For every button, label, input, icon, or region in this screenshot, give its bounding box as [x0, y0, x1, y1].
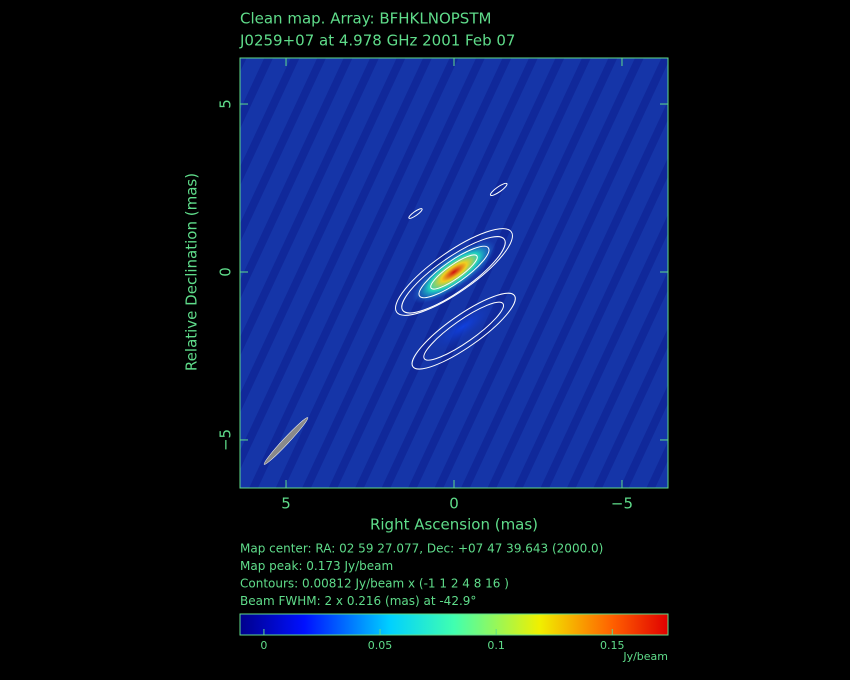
- source: [395, 182, 516, 370]
- map-note: Map center: RA: 02 59 27.077, Dec: +07 4…: [240, 542, 603, 556]
- map-image: [240, 58, 668, 488]
- x-tick-label: 5: [281, 495, 291, 513]
- colorbar-label: Jy/beam: [622, 650, 668, 663]
- y-tick-label: 5: [217, 99, 235, 109]
- x-tick-label: −5: [611, 495, 633, 513]
- map-note: Contours: 0.00812 Jy/beam x (-1 1 2 4 8 …: [240, 577, 509, 591]
- negative-emission: [425, 298, 501, 355]
- map-note: Map peak: 0.173 Jy/beam: [240, 559, 393, 573]
- beam: [263, 417, 309, 465]
- y-tick-label: 0: [217, 267, 235, 277]
- contours: [395, 182, 516, 370]
- map-note: Beam FWHM: 2 x 0.216 (mas) at -42.9°: [240, 594, 476, 608]
- chart-subtitle: J0259+07 at 4.978 GHz 2001 Feb 07: [239, 32, 515, 50]
- colorbar-tick-label: 0.1: [487, 639, 505, 652]
- y-axis-label: Relative Declination (mas): [183, 173, 201, 371]
- source-emission: [412, 240, 496, 304]
- colorbar-tick-label: 0.15: [600, 639, 625, 652]
- x-tick-label: 0: [449, 495, 459, 513]
- colorbar: [239, 613, 669, 636]
- colorbar-tick-label: 0: [260, 639, 267, 652]
- x-axis-label: Right Ascension (mas): [370, 516, 538, 534]
- chart-title: Clean map. Array: BFHKLNOPSTM: [240, 10, 491, 28]
- y-tick-label: −5: [217, 429, 235, 451]
- colorbar-tick-label: 0.05: [368, 639, 393, 652]
